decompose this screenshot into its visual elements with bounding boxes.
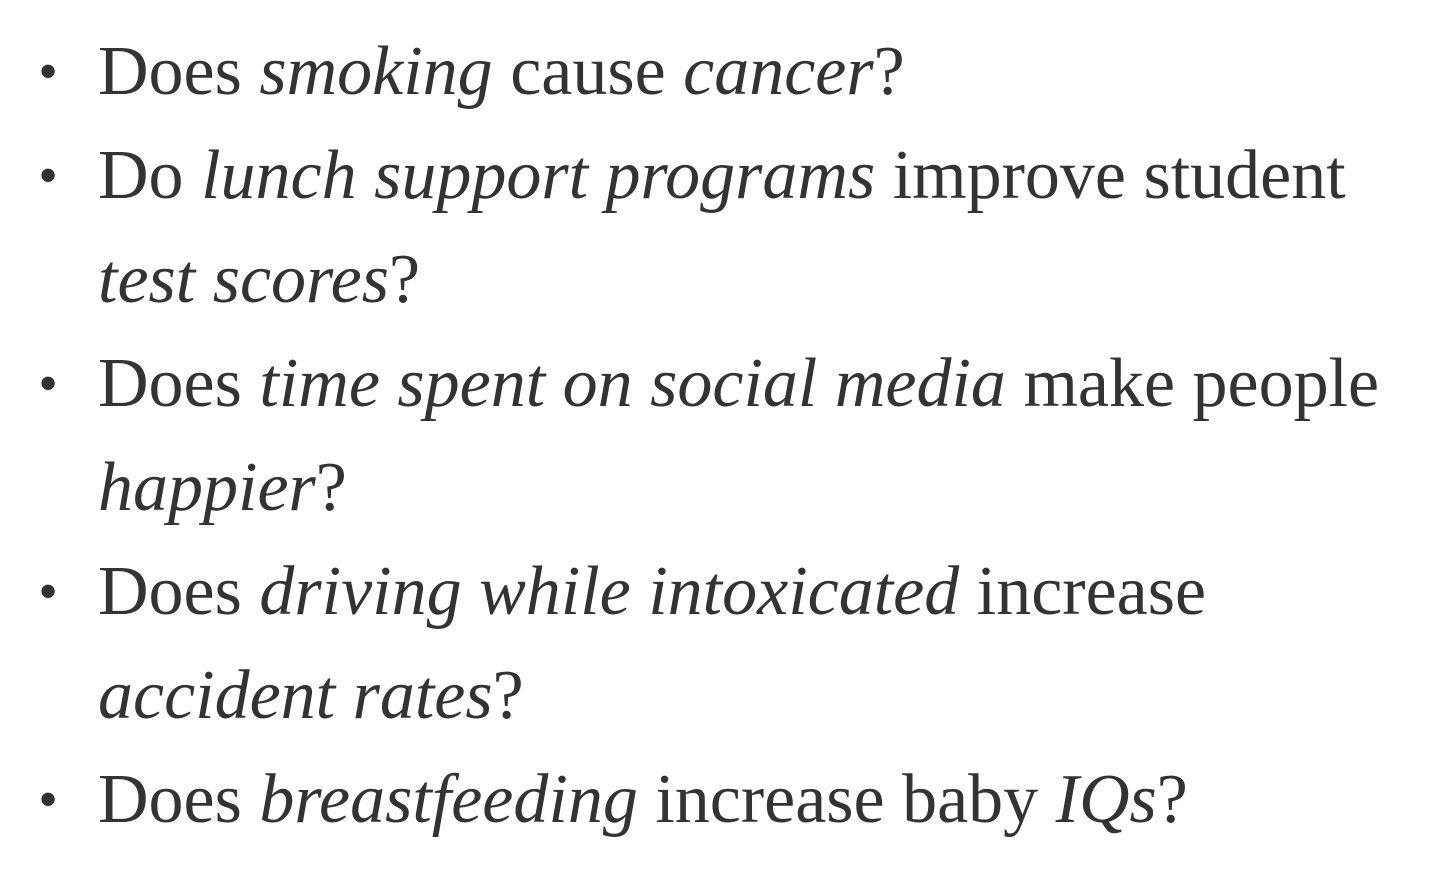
text-segment-italic: time spent on social media — [259, 345, 1006, 422]
bullet-dot-icon: • — [38, 769, 58, 831]
bullet-dot-icon: • — [38, 353, 58, 415]
bullet-dot-icon: • — [38, 41, 58, 103]
text-segment-italic: smoking — [259, 33, 493, 110]
bullet-dot-icon: • — [38, 561, 58, 623]
bullet-text: Does driving while intoxicated increase … — [98, 553, 1206, 734]
text-segment-italic: breastfeeding — [259, 761, 638, 838]
text-segment-italic: cancer — [683, 33, 874, 110]
bullet-item: • Does driving while intoxicated increas… — [28, 540, 1428, 748]
text-segment: ? — [492, 657, 524, 734]
text-segment: Does — [98, 33, 260, 110]
text-segment: increase baby — [637, 761, 1056, 838]
text-segment-italic: driving while intoxicated — [259, 553, 960, 630]
text-segment-italic: test scores — [98, 241, 389, 318]
text-segment-italic: IQs — [1055, 761, 1157, 838]
bullet-text: Do lunch support programs improve studen… — [98, 137, 1346, 318]
text-segment: improve student — [875, 137, 1346, 214]
text-segment: make people — [1005, 345, 1380, 422]
text-segment-italic: lunch support programs — [201, 137, 876, 214]
bullet-text: Does time spent on social media make peo… — [98, 345, 1379, 526]
text-segment: increase — [959, 553, 1207, 630]
text-segment: Does — [98, 761, 260, 838]
text-segment: ? — [388, 241, 421, 318]
text-segment-italic: happier — [98, 449, 316, 526]
bullet-dot-icon: • — [38, 145, 58, 207]
text-segment: Do — [98, 137, 202, 214]
text-segment: Does — [98, 345, 260, 422]
text-segment: ? — [873, 33, 905, 110]
bullet-text: Does breastfeeding increase baby IQs? — [98, 761, 1188, 838]
text-segment: cause — [492, 33, 684, 110]
text-segment: ? — [1156, 761, 1188, 838]
bullet-text: Does smoking cause cancer? — [98, 33, 905, 110]
text-segment-italic: accident rates — [98, 657, 493, 734]
text-segment: ? — [315, 449, 347, 526]
text-segment: Does — [98, 553, 260, 630]
causal-questions-list: • Does smoking cause cancer? • Do lunch … — [28, 20, 1428, 852]
bullet-item: • Does time spent on social media make p… — [28, 332, 1428, 540]
bullet-item: • Does smoking cause cancer? — [28, 20, 1428, 124]
bullet-item: • Do lunch support programs improve stud… — [28, 124, 1428, 332]
bullet-item: • Does breastfeeding increase baby IQs? — [28, 748, 1428, 852]
